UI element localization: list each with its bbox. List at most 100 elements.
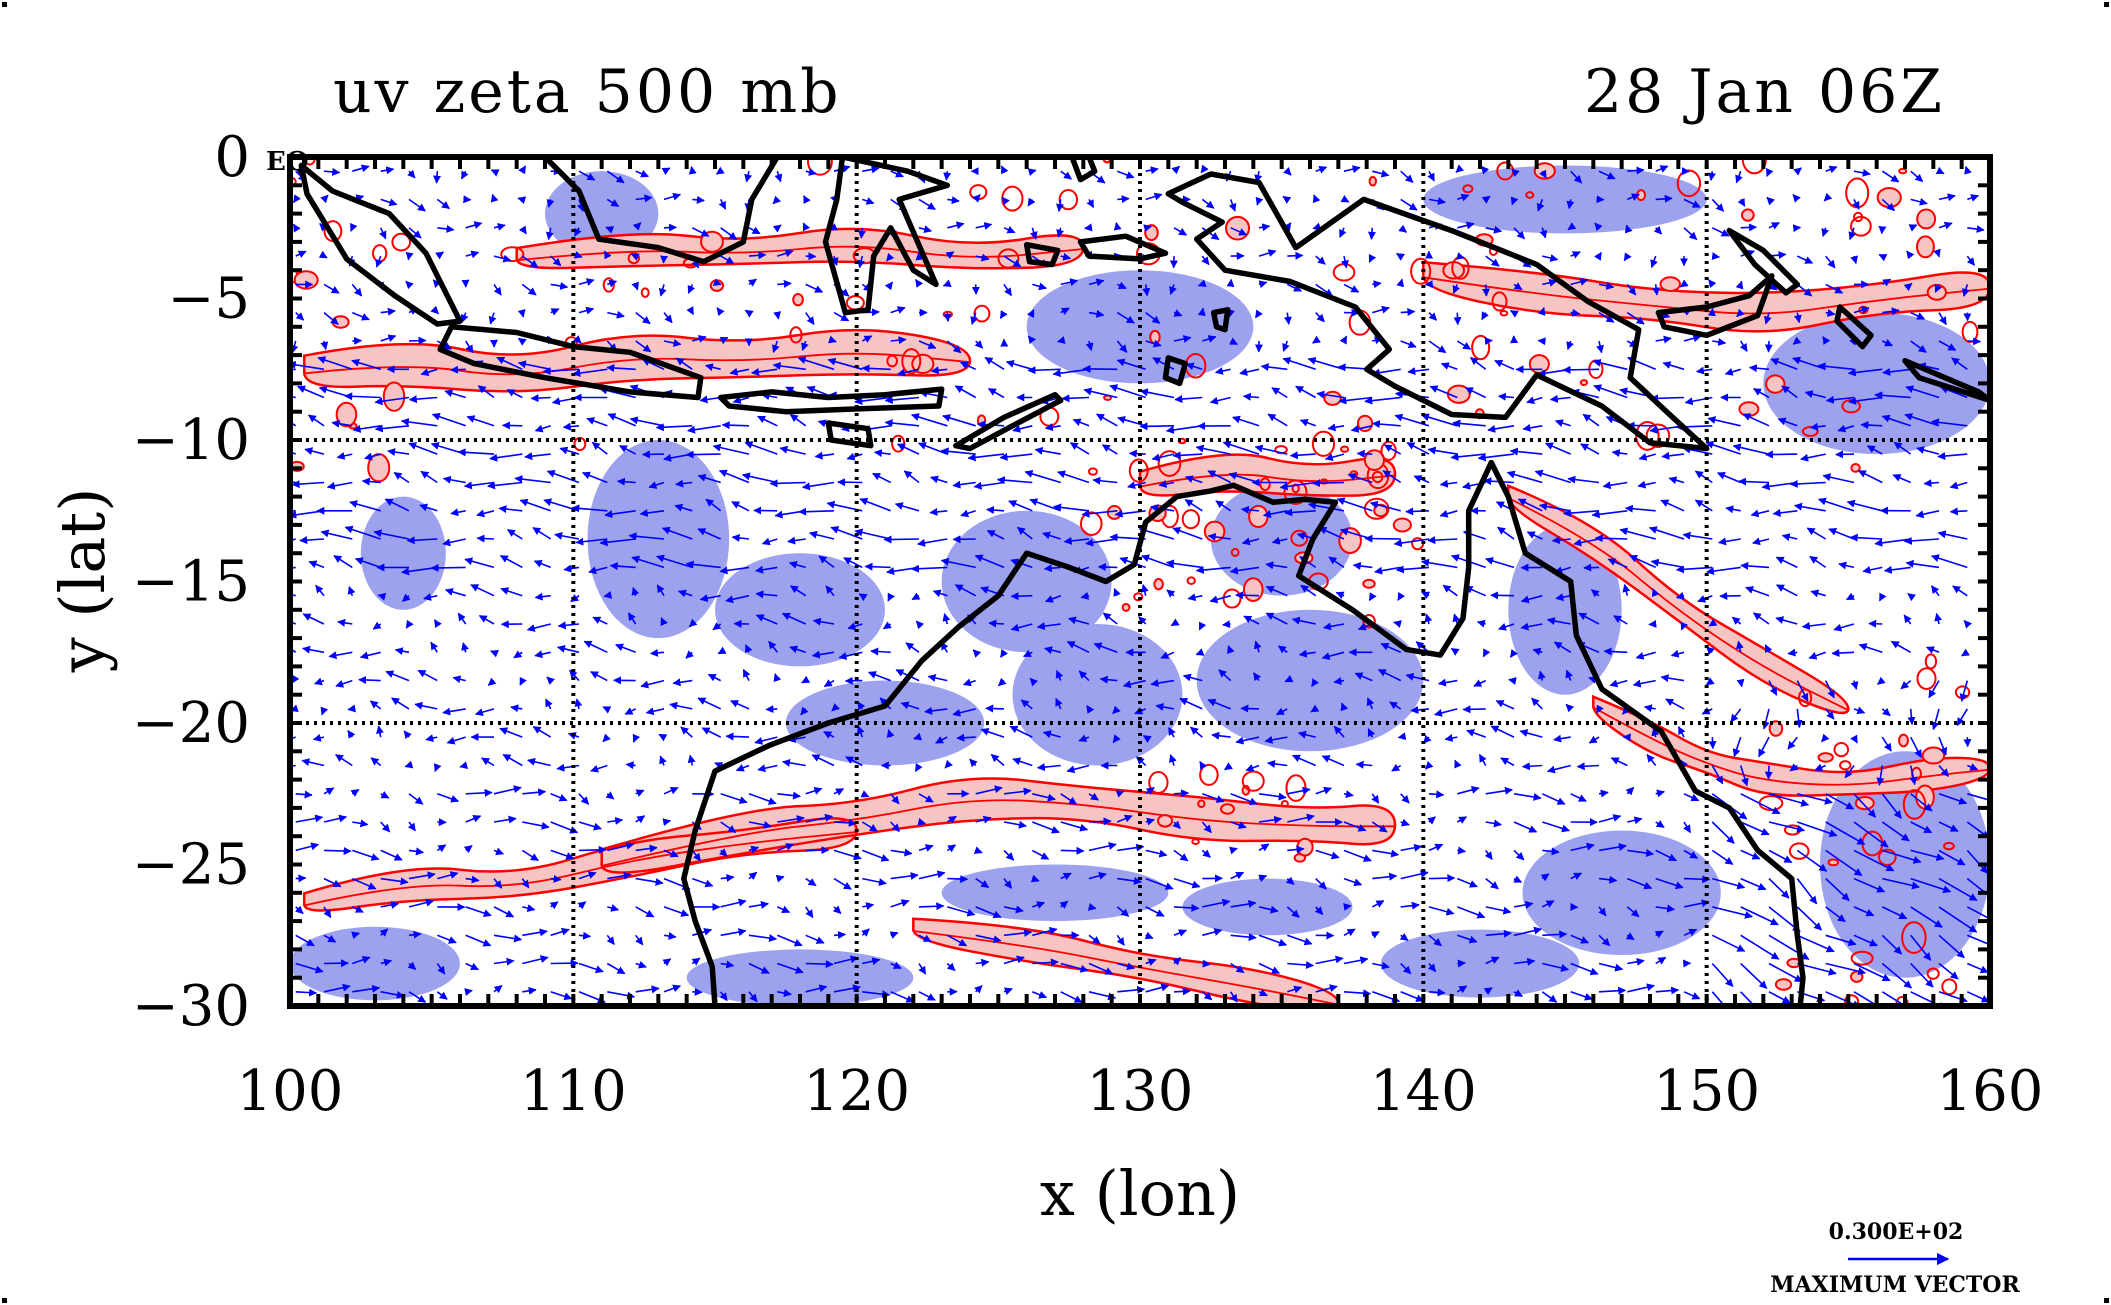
- wind-vector: [833, 984, 861, 993]
- wind-vector: [1168, 754, 1177, 766]
- wind-vector: [335, 754, 353, 767]
- wind-vector: [578, 821, 602, 831]
- x-tick-label: 160: [1937, 1059, 2044, 1124]
- wind-vector: [1570, 991, 1593, 1001]
- wind-vector: [725, 732, 750, 741]
- vorticity-contour-cell: [1121, 603, 1131, 612]
- wind-vector: [404, 760, 414, 769]
- wind-vector: [1938, 877, 1978, 901]
- wind-vector: [1500, 757, 1515, 767]
- wind-vector: [380, 849, 403, 861]
- wind-vector: [748, 793, 777, 805]
- wind-vector: [1655, 194, 1673, 203]
- vorticity-contour: [1507, 483, 1850, 715]
- wind-vector: [680, 726, 693, 738]
- wind-vector: [1202, 959, 1211, 968]
- vorticity-contour-cell: [997, 248, 1020, 269]
- wind-vector: [1825, 878, 1850, 902]
- wind-vector: [1823, 192, 1833, 202]
- wind-vector: [1967, 337, 1982, 346]
- wind-vector: [1003, 878, 1013, 889]
- wind-vector: [493, 934, 523, 943]
- wind-vector: [550, 793, 568, 802]
- wind-vector: [1315, 955, 1344, 965]
- wind-vector: [578, 793, 590, 805]
- wind-vector: [380, 791, 390, 799]
- x-tick-label: 130: [1087, 1059, 1194, 1124]
- wind-vector: [1032, 901, 1046, 909]
- vorticity-contour-cell: [1058, 188, 1079, 211]
- wind-vector: [1764, 340, 1773, 353]
- y-tick-label: −5: [167, 267, 250, 332]
- wind-vector: [1066, 764, 1090, 774]
- wind-vector: [437, 793, 460, 803]
- wind-vector: [1513, 989, 1524, 998]
- wind-vector: [1012, 757, 1033, 767]
- wind-vector: [408, 793, 424, 805]
- wind-vector: [605, 791, 615, 800]
- wind-vector: [1003, 787, 1032, 796]
- wind-vector: [635, 789, 645, 797]
- wind-vector: [1570, 934, 1590, 944]
- wind-vector: [1173, 789, 1190, 798]
- wind-vector: [1484, 849, 1493, 861]
- wind-vector: [1910, 934, 1932, 961]
- wind-vector: [493, 984, 503, 994]
- vorticity-contour-cell: [1941, 978, 1958, 996]
- wind-vector: [918, 870, 946, 880]
- wind-vector: [975, 877, 990, 889]
- wind-vector: [1655, 956, 1667, 965]
- wind-vector: [1201, 849, 1211, 858]
- wind-vector: [1570, 872, 1583, 881]
- wind-vector: [1457, 934, 1478, 944]
- wind-vector: [1315, 786, 1332, 795]
- wind-vector: [1400, 962, 1412, 975]
- y-tick-labels: 0 −5 −10 −15 −20 −25 −30: [132, 125, 250, 1039]
- wind-vector: [607, 904, 620, 912]
- wind-vector: [1286, 906, 1300, 918]
- wind-vector: [607, 841, 635, 852]
- wind-vector: [721, 421, 750, 430]
- y-tick-label: −15: [132, 550, 250, 615]
- wind-vector: [1031, 849, 1050, 860]
- wind-vector: [946, 934, 968, 947]
- vorticity-contour-cell: [1898, 733, 1909, 748]
- vorticity-contour-cell: [1296, 837, 1314, 857]
- wind-vector: [1356, 449, 1373, 458]
- wind-vector: [1258, 792, 1287, 801]
- wind-vector: [323, 846, 352, 855]
- vorticity-contour: [515, 227, 1085, 270]
- wind-vector: [1598, 934, 1611, 947]
- vorticity-contour-cell: [1362, 613, 1376, 629]
- wind-vector: [757, 764, 778, 773]
- vorticity-contour-cell: [1191, 838, 1200, 846]
- wind-vector: [720, 873, 735, 882]
- wind-vector: [436, 991, 448, 1000]
- wind-vector: [975, 958, 990, 967]
- wind-vector: [1061, 394, 1090, 403]
- wind-vector: [805, 984, 828, 993]
- wind-vector: [1400, 843, 1423, 852]
- x-tick-label: 140: [1370, 1059, 1477, 1124]
- vorticity-contour: [302, 817, 858, 912]
- wind-vector: [405, 251, 414, 261]
- negative-vorticity-region: [360, 496, 446, 610]
- vorticity-contour-cell: [1311, 430, 1336, 457]
- wind-vector: [1427, 962, 1437, 973]
- wind-vector: [606, 934, 615, 946]
- plot-area: [290, 157, 1990, 1006]
- wind-vector: [521, 849, 539, 862]
- wind-vector: [1484, 337, 1493, 346]
- vorticity-contour-cell: [1849, 970, 1864, 983]
- wind-vector: [691, 957, 701, 966]
- wind-vector: [1938, 793, 1968, 805]
- wind-vector: [1814, 763, 1827, 771]
- wind-vector: [1145, 786, 1155, 796]
- vorticity-contour-cell: [1635, 420, 1660, 451]
- wind-vector: [777, 815, 805, 823]
- wind-vector: [1027, 168, 1037, 176]
- wind-vector: [1583, 563, 1600, 572]
- vorticity-contour-cell: [1916, 208, 1937, 230]
- wind-vector: [946, 815, 957, 824]
- wind-vector: [1145, 817, 1155, 826]
